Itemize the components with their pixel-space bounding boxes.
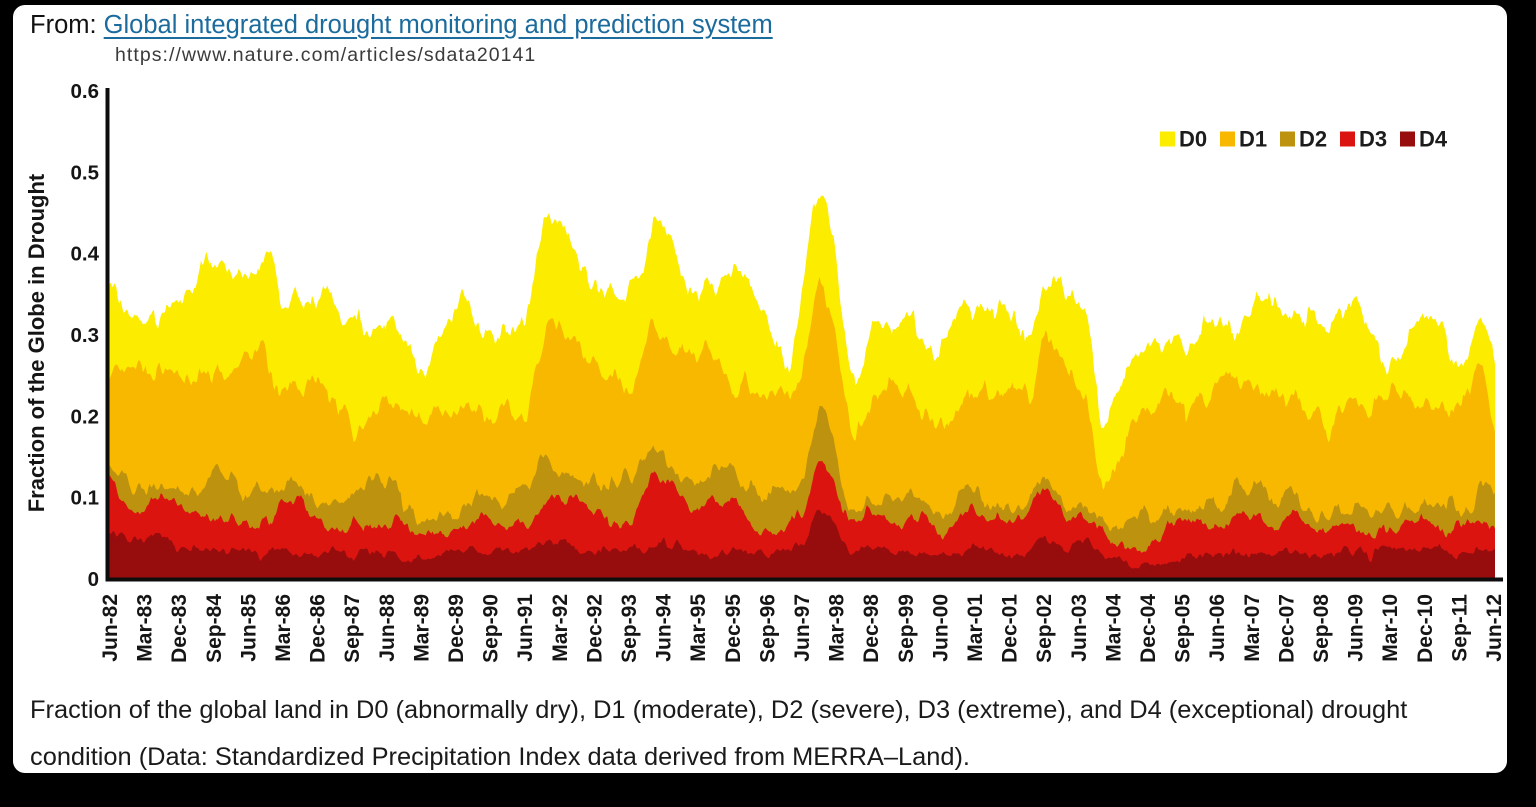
svg-text:Jun-85: Jun-85 [237, 594, 260, 662]
svg-text:Dec-83: Dec-83 [168, 594, 191, 663]
svg-text:Mar-89: Mar-89 [410, 594, 433, 662]
svg-text:Dec-89: Dec-89 [445, 594, 468, 663]
svg-text:Jun-00: Jun-00 [929, 594, 952, 662]
svg-text:0.1: 0.1 [71, 487, 100, 510]
svg-text:Sep-96: Sep-96 [756, 594, 779, 663]
svg-text:Sep-84: Sep-84 [203, 594, 226, 663]
svg-text:Sep-87: Sep-87 [341, 594, 364, 663]
svg-text:Dec-86: Dec-86 [307, 594, 330, 663]
svg-text:Jun-06: Jun-06 [1206, 594, 1229, 662]
svg-text:0.2: 0.2 [71, 405, 100, 428]
svg-text:0.6: 0.6 [71, 80, 100, 103]
svg-text:Dec-92: Dec-92 [583, 594, 606, 663]
svg-text:D4: D4 [1419, 127, 1448, 152]
svg-text:Jun-09: Jun-09 [1345, 594, 1368, 662]
svg-text:Sep-93: Sep-93 [618, 594, 641, 663]
svg-text:Mar-98: Mar-98 [826, 594, 849, 662]
svg-text:D1: D1 [1239, 127, 1267, 152]
svg-text:Sep-02: Sep-02 [1033, 594, 1056, 663]
svg-text:Jun-94: Jun-94 [653, 594, 676, 662]
svg-text:0.3: 0.3 [71, 324, 100, 347]
svg-text:Sep-05: Sep-05 [1172, 594, 1195, 663]
svg-text:Mar-92: Mar-92 [549, 594, 572, 662]
svg-text:Jun-03: Jun-03 [1068, 594, 1091, 662]
svg-text:Sep-11: Sep-11 [1448, 594, 1471, 662]
svg-text:Sep-08: Sep-08 [1310, 594, 1333, 663]
svg-text:D0: D0 [1179, 127, 1207, 152]
svg-text:Jun-82: Jun-82 [99, 594, 122, 662]
svg-text:Mar-04: Mar-04 [1102, 594, 1125, 662]
svg-text:0: 0 [88, 568, 99, 591]
svg-text:Jun-97: Jun-97 [791, 594, 814, 662]
svg-text:Dec-10: Dec-10 [1414, 594, 1437, 663]
svg-text:Jun-91: Jun-91 [514, 594, 537, 662]
svg-text:D3: D3 [1359, 127, 1387, 152]
svg-text:D2: D2 [1299, 127, 1327, 152]
svg-text:Jun-12: Jun-12 [1483, 594, 1506, 662]
svg-text:Dec-95: Dec-95 [722, 594, 745, 663]
svg-text:Mar-95: Mar-95 [687, 594, 710, 662]
svg-text:Dec-01: Dec-01 [999, 594, 1022, 663]
svg-text:Sep-99: Sep-99 [895, 594, 918, 663]
svg-text:Dec-98: Dec-98 [860, 594, 883, 663]
svg-text:0.4: 0.4 [71, 243, 100, 266]
svg-text:Mar-83: Mar-83 [134, 594, 157, 662]
svg-text:Mar-10: Mar-10 [1379, 594, 1402, 662]
svg-text:Fraction of the Globe in Droug: Fraction of the Globe in Drought [24, 173, 49, 512]
svg-text:Jun-88: Jun-88 [376, 594, 399, 662]
svg-text:Mar-07: Mar-07 [1241, 594, 1264, 662]
svg-text:0.5: 0.5 [71, 161, 100, 184]
svg-text:Sep-90: Sep-90 [480, 594, 503, 663]
svg-text:Dec-07: Dec-07 [1275, 594, 1298, 663]
svg-text:Mar-01: Mar-01 [964, 594, 987, 662]
svg-text:Mar-86: Mar-86 [272, 594, 295, 662]
svg-text:Dec-04: Dec-04 [1137, 594, 1160, 663]
